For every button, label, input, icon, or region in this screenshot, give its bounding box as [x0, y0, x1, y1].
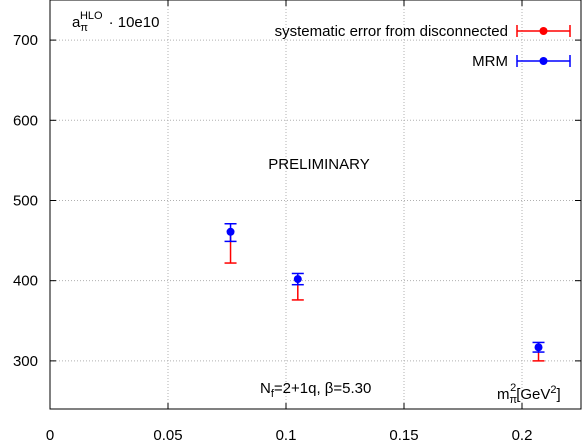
y-tick-label: 600	[13, 112, 38, 129]
ensemble-label: Nf=2+1q, β=5.30	[260, 380, 371, 400]
legend-mark-systematic	[516, 25, 571, 37]
plot-frame	[49, 0, 582, 410]
legend-point	[539, 27, 548, 35]
y-tick-label: 400	[13, 273, 38, 290]
y-tick-label: 500	[13, 192, 38, 209]
x-tick-label: 0.1	[276, 427, 297, 444]
legend-mark-mrm	[516, 55, 571, 67]
legend-point	[539, 57, 548, 65]
y-tick-label: 300	[13, 353, 38, 370]
y-tick-label: 700	[13, 32, 38, 49]
x-tick-label: 0.2	[512, 427, 533, 444]
ticks: 0 0.05 0.1 0.15 0.2 300 400 500 600 700	[13, 0, 581, 444]
x-tick-label: 0.15	[389, 427, 418, 444]
preliminary-label: PRELIMINARY	[268, 156, 369, 173]
legend-label-mrm: MRM	[472, 53, 508, 70]
legend-label-systematic: systematic error from disconnected	[275, 23, 508, 40]
data-marks	[224, 222, 545, 362]
data-point	[226, 227, 235, 236]
data-point	[293, 275, 302, 284]
quantity-label: aπHLO · 10e10	[72, 10, 159, 34]
x-tick-label: 0.05	[153, 427, 182, 444]
x-unit-label: mπ2[GeV2]	[497, 382, 561, 406]
legend: systematic error from disconnected MRM	[275, 23, 571, 70]
x-tick-label: 0	[46, 427, 54, 444]
grid	[50, 0, 581, 409]
data-point	[534, 343, 543, 352]
